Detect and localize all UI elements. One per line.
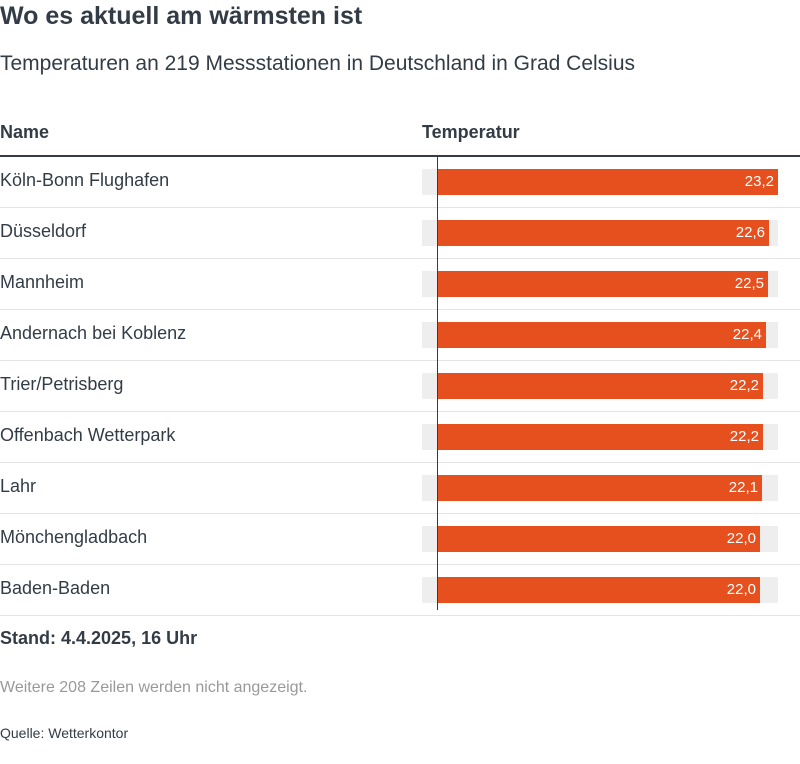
temperature-bar: 22,1 <box>438 475 762 501</box>
temperature-bar: 22,2 <box>438 373 763 399</box>
temperature-bar: 22,5 <box>438 271 768 297</box>
table-row: Andernach bei Koblenz 22,4 <box>0 310 800 361</box>
table-row: Trier/Petrisberg 22,2 <box>0 361 800 412</box>
temperature-bar: 22,0 <box>438 526 760 552</box>
column-header-temperature[interactable]: Temperatur <box>422 122 520 142</box>
temperature-bar: 22,6 <box>438 220 769 246</box>
table-row: Lahr 22,1 <box>0 463 800 514</box>
station-name: Offenbach Wetterpark <box>0 425 176 445</box>
temperature-value-label: 22,0 <box>726 530 756 547</box>
station-name: Lahr <box>0 476 37 496</box>
data-table: Name Temperatur Köln-Bonn Flughafen 23,2 D… <box>0 110 800 616</box>
column-header-name[interactable]: Name <box>0 122 50 142</box>
temperature-bar: 22,0 <box>438 577 760 603</box>
temperature-value-label: 22,5 <box>734 275 764 292</box>
chart-subtitle: Temperaturen an 219 Messstationen in Deu… <box>0 52 636 75</box>
temperature-bar: 23,2 <box>438 169 778 195</box>
temperature-bar: 22,4 <box>438 322 766 348</box>
station-name: Mönchengladbach <box>0 527 148 547</box>
temperature-value-label: 22,1 <box>728 479 758 496</box>
temperature-value-label: 22,2 <box>729 377 759 394</box>
temperature-value-label: 22,2 <box>729 428 759 445</box>
temperature-value-label: 22,4 <box>732 326 762 343</box>
table-row: Offenbach Wetterpark 22,2 <box>0 412 800 463</box>
station-name: Trier/Petrisberg <box>0 374 124 394</box>
station-name: Andernach bei Koblenz <box>0 323 187 343</box>
timestamp-note: Stand: 4.4.2025, 16 Uhr <box>0 628 198 648</box>
temperature-value-label: 22,0 <box>726 581 756 598</box>
table-row: Mönchengladbach 22,0 <box>0 514 800 565</box>
table-header: Name Temperatur <box>0 110 800 157</box>
temperature-bar: 22,2 <box>438 424 763 450</box>
temperature-value-label: 22,6 <box>735 224 765 241</box>
bar-axis-line <box>437 155 438 610</box>
table-body: Köln-Bonn Flughafen 23,2 Düsseldorf 22,6 Man… <box>0 157 800 616</box>
table-row: Mannheim 22,5 <box>0 259 800 310</box>
table-row: Baden-Baden 22,0 <box>0 565 800 616</box>
station-name: Köln-Bonn Flughafen <box>0 170 170 190</box>
temperature-value-label: 23,2 <box>744 173 774 190</box>
source-note: Quelle: Wetterkontor <box>0 725 129 741</box>
chart-title: Wo es aktuell am wärmsten ist <box>0 2 363 30</box>
table-row: Düsseldorf 22,6 <box>0 208 800 259</box>
hidden-rows-note: Weitere 208 Zeilen werden nicht angezeig… <box>0 679 308 696</box>
station-name: Düsseldorf <box>0 221 87 241</box>
station-name: Baden-Baden <box>0 578 111 598</box>
table-row: Köln-Bonn Flughafen 23,2 <box>0 157 800 208</box>
station-name: Mannheim <box>0 272 85 292</box>
